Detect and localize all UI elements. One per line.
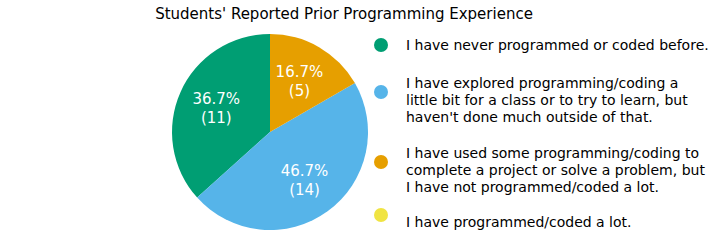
legend-line: I have never programmed or coded before. <box>406 37 709 53</box>
legend-line: complete a project or solve a problem, b… <box>406 162 705 178</box>
legend-label: I have never programmed or coded before. <box>406 37 709 53</box>
chart: Students' Reported Prior Programming Exp… <box>0 0 723 249</box>
data-label: 36.7% <box>192 90 240 108</box>
data-labels: 36.7%(11) 46.7%(14) 16.7%(5) <box>192 63 328 198</box>
count-label: (5) <box>289 82 310 100</box>
legend-line: I have used some programming/coding to <box>406 145 699 161</box>
legend-line: haven't done much outside of that. <box>406 109 653 125</box>
legend-line: little bit for a class or to try to lear… <box>406 92 688 108</box>
data-label: 46.7% <box>281 162 329 180</box>
count-label: (11) <box>201 109 232 127</box>
legend-label: I have programmed/coded a lot. <box>406 214 632 230</box>
count-label: (14) <box>289 181 320 199</box>
data-label: 16.7% <box>276 63 324 81</box>
legend-label: I have used some programming/coding toco… <box>406 145 705 195</box>
legend-marker <box>374 208 388 222</box>
legend-label: I have explored programming/coding alitt… <box>406 75 688 125</box>
legend-line: I have explored programming/coding a <box>406 75 678 91</box>
legend-marker <box>374 38 388 52</box>
slice <box>270 34 355 132</box>
legend: I have never programmed or coded before.… <box>374 37 709 230</box>
legend-line: I have programmed/coded a lot. <box>406 214 632 230</box>
legend-line: I have not programmed/coded a lot. <box>406 179 659 195</box>
slices <box>172 34 368 230</box>
legend-marker <box>374 85 388 99</box>
title: Students' Reported Prior Programming Exp… <box>155 5 533 23</box>
legend-marker <box>374 155 388 169</box>
